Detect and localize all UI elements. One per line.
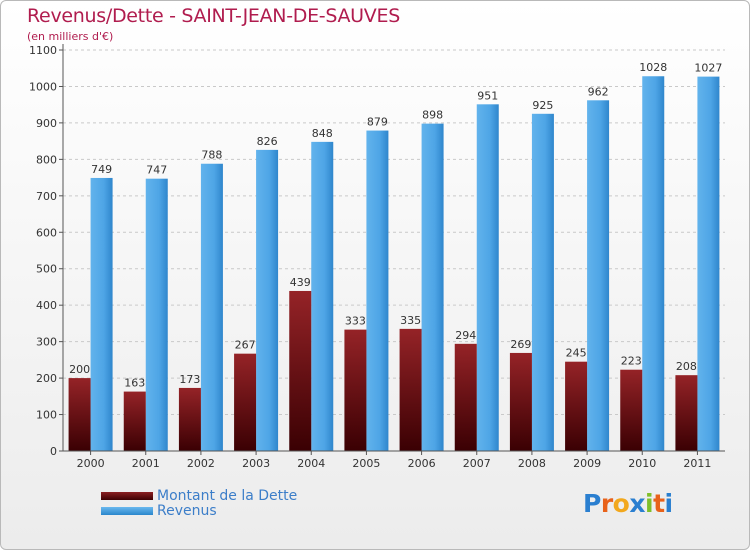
x-tick-label: 2005	[352, 457, 380, 470]
x-tick-label: 2008	[518, 457, 546, 470]
logo-letter: i	[664, 489, 674, 518]
x-tick-label: 2003	[242, 457, 270, 470]
data-label-debt: 294	[455, 329, 476, 342]
data-label-revenue: 848	[312, 127, 333, 140]
x-tick-label: 2006	[408, 457, 436, 470]
chart-subtitle: (en milliers d'€)	[27, 30, 114, 43]
logo-letter: r	[600, 489, 613, 518]
data-label-debt: 200	[69, 363, 90, 376]
data-label-revenue: 951	[477, 89, 498, 102]
bar-revenue	[421, 123, 444, 451]
data-label-revenue: 826	[257, 135, 278, 148]
bar-debt	[68, 378, 91, 451]
data-label-debt: 267	[235, 339, 256, 352]
bar-debt	[234, 353, 257, 451]
x-tick-label: 2001	[132, 457, 160, 470]
bar-debt	[454, 343, 477, 451]
data-label-revenue: 749	[91, 163, 112, 176]
logo-letter: i	[645, 489, 654, 518]
grid-lines	[63, 49, 725, 416]
y-tick-label: 500	[36, 263, 57, 276]
bar-revenue	[256, 149, 279, 452]
y-tick-label: 800	[36, 153, 57, 166]
data-label-revenue: 747	[146, 164, 167, 177]
x-tick-label: 2010	[628, 457, 656, 470]
data-label-debt: 335	[400, 314, 421, 327]
bar-debt	[344, 329, 367, 451]
data-label-revenue: 1027	[694, 62, 722, 75]
x-tick-label: 2009	[573, 457, 601, 470]
y-tick-label: 400	[36, 299, 57, 312]
data-label-revenue: 898	[422, 109, 443, 122]
legend-item-debt: Montant de la Dette	[101, 487, 298, 504]
y-tick-label: 1100	[29, 44, 57, 57]
bar-revenue	[200, 163, 223, 452]
bar-debt	[675, 375, 698, 451]
proxiti-logo: Proxiti	[583, 489, 673, 518]
legend-swatch-debt	[101, 491, 153, 500]
y-tick-label: 200	[36, 372, 57, 385]
data-label-revenue: 788	[201, 149, 222, 162]
bar-debt	[289, 290, 312, 451]
legend-label-debt: Montant de la Dette	[157, 487, 298, 504]
data-label-debt: 269	[510, 338, 531, 351]
data-label-debt: 245	[566, 347, 587, 360]
y-tick-label: 900	[36, 117, 57, 130]
bar-revenue	[531, 113, 554, 451]
data-label-revenue: 925	[532, 99, 553, 112]
x-tick-label: 2002	[187, 457, 215, 470]
y-tick-label: 600	[36, 226, 57, 239]
legend-item-revenue: Revenus	[101, 502, 297, 519]
axes: 0 100 200 300 400 500 600 700 800 900 1000 1100 2000…	[29, 44, 725, 470]
legend-label-revenue: Revenus	[157, 502, 217, 519]
x-tick-label: 2007	[463, 457, 491, 470]
x-tick-label: 2011	[683, 457, 711, 470]
bar-debt	[509, 352, 532, 451]
bar-revenue	[476, 104, 499, 452]
legend: Montant de la Dette Revenus	[101, 487, 298, 519]
data-label-debt: 439	[290, 276, 311, 289]
data-label-debt: 208	[676, 360, 697, 373]
bar-debt	[565, 361, 588, 451]
data-labels: 749 200 747 163 788 173 826 267 848 439 879 333 898 3…	[69, 61, 722, 389]
legend-swatch-revenue	[101, 506, 153, 515]
data-label-revenue: 1028	[639, 61, 667, 74]
bar-debt	[620, 369, 643, 451]
logo-letter: P	[583, 489, 601, 518]
logo-letter: t	[653, 489, 665, 518]
y-tick-label: 100	[36, 409, 57, 422]
bar-debt	[178, 387, 201, 451]
data-label-debt: 163	[124, 377, 145, 390]
x-tick-label: 2004	[297, 457, 325, 470]
data-label-revenue: 879	[367, 116, 388, 129]
bar-revenue	[311, 141, 334, 451]
bar-series	[68, 76, 720, 452]
bar-debt	[399, 328, 422, 451]
bar-revenue	[697, 76, 720, 451]
y-tick-label: 700	[36, 190, 57, 203]
data-label-debt: 173	[179, 373, 200, 386]
data-label-revenue: 962	[588, 85, 609, 98]
data-label-debt: 333	[345, 315, 366, 328]
y-tick-label: 300	[36, 336, 57, 349]
bar-revenue	[642, 76, 665, 451]
y-tick-label: 0	[50, 445, 57, 458]
bar-revenue	[366, 130, 389, 451]
bar-revenue	[145, 178, 168, 451]
chart-title: Revenus/Dette - SAINT-JEAN-DE-SAUVES	[27, 5, 400, 27]
y-tick-label: 1000	[29, 80, 57, 93]
x-tick-label: 2000	[77, 457, 105, 470]
logo-letter: x	[629, 489, 645, 518]
bar-revenue	[587, 100, 610, 451]
bar-revenue	[90, 177, 113, 452]
data-label-debt: 223	[621, 355, 642, 368]
bar-debt	[123, 391, 146, 451]
logo-letter: o	[612, 489, 630, 518]
